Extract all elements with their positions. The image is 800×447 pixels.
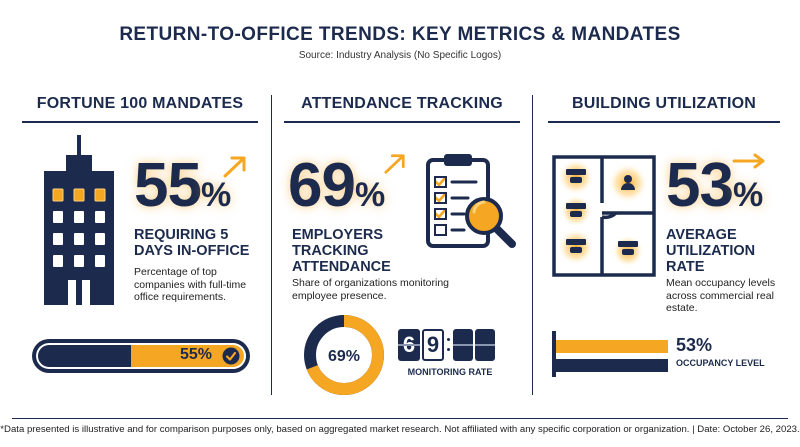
counter-digit: 9 (426, 332, 440, 357)
donut-arc (304, 315, 384, 395)
checkmark-icon (222, 347, 240, 365)
section-rule (22, 121, 258, 123)
section-rule (548, 121, 780, 123)
occupancy-fill (556, 340, 668, 353)
section-title: BUILDING UTILIZATION (571, 95, 757, 112)
column-divider (532, 95, 533, 395)
column-divider (271, 95, 272, 395)
section-attendance-tracking: ATTENDANCE TRACKING 69% (284, 95, 520, 400)
occupancy-caption: OCCUPANCY LEVEL (676, 358, 765, 368)
section-title: FORTUNE 100 MANDATES (36, 95, 244, 112)
page-title: RETURN-TO-OFFICE TRENDS: KEY METRICS & M… (119, 24, 681, 45)
big-number: 55 (134, 151, 202, 220)
utilization-big-value: 53% (666, 155, 763, 217)
fortune-description: Percentage of top companies with full-ti… (134, 266, 247, 303)
attendance-donut: 69% (304, 315, 384, 395)
utilization-label: AVERAGE UTILIZATION RATE (666, 227, 756, 275)
section-building-utilization: BUILDING UTILIZATION (548, 95, 780, 400)
attendance-label: EMPLOYERS TRACKING ATTENDANCE (292, 227, 391, 275)
utilization-description: Mean occupancy levels across commercial … (666, 277, 776, 314)
footer-note: *Data presented is illustrative and for … (0, 424, 800, 435)
page-subtitle: Source: Industry Analysis (No Specific L… (298, 50, 502, 61)
counter-caption: MONITORING RATE (407, 367, 493, 377)
fortune-progress-bar: 55% (32, 339, 250, 373)
big-number: 53 (666, 151, 734, 220)
big-unit: % (732, 176, 764, 214)
attendance-description: Share of organizations monitoring employ… (292, 277, 450, 302)
occupancy-track (556, 359, 668, 372)
clipboard-checklist-icon (426, 154, 516, 248)
occupancy-bar (552, 331, 668, 377)
big-number: 69 (288, 151, 356, 220)
floor-plan-icon (552, 155, 656, 277)
section-rule (284, 121, 520, 123)
skyscraper-icon (44, 135, 114, 305)
trend-arrow-icon (223, 156, 246, 178)
trend-arrow-icon (384, 154, 405, 174)
occupancy-label: 53% (676, 335, 713, 355)
section-title: ATTENDANCE TRACKING (301, 95, 503, 112)
fortune-label: REQUIRING 5 DAYS IN-OFFICE (134, 227, 250, 259)
magnifier-icon (465, 197, 516, 248)
progress-label: 55% (179, 346, 212, 363)
fortune-big-value: 55% (134, 155, 231, 217)
trend-arrow-icon (732, 153, 765, 169)
big-unit: % (354, 176, 386, 214)
donut-label: 69% (328, 348, 360, 365)
big-unit: % (200, 176, 232, 214)
attendance-big-value: 69% (288, 155, 385, 217)
monitoring-counter: 6 9 (398, 329, 498, 363)
section-fortune-mandates: FORTUNE 100 MANDATES 55% (22, 95, 258, 400)
header: RETURN-TO-OFFICE TRENDS: KEY METRICS & M… (0, 24, 800, 61)
footer-rule (12, 418, 788, 419)
